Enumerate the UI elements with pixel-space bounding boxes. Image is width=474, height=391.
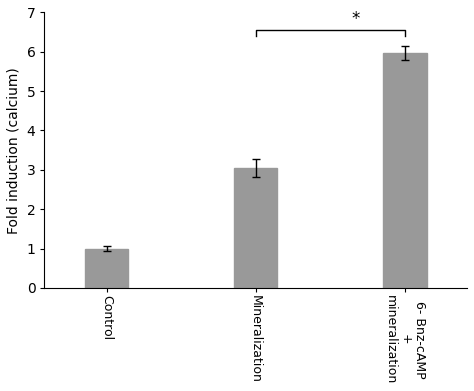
Text: *: *	[351, 10, 359, 28]
Bar	[383, 53, 427, 288]
Bar	[234, 168, 277, 288]
Bar	[85, 249, 128, 288]
Y-axis label: Fold induction (calcium): Fold induction (calcium)	[7, 67, 21, 233]
